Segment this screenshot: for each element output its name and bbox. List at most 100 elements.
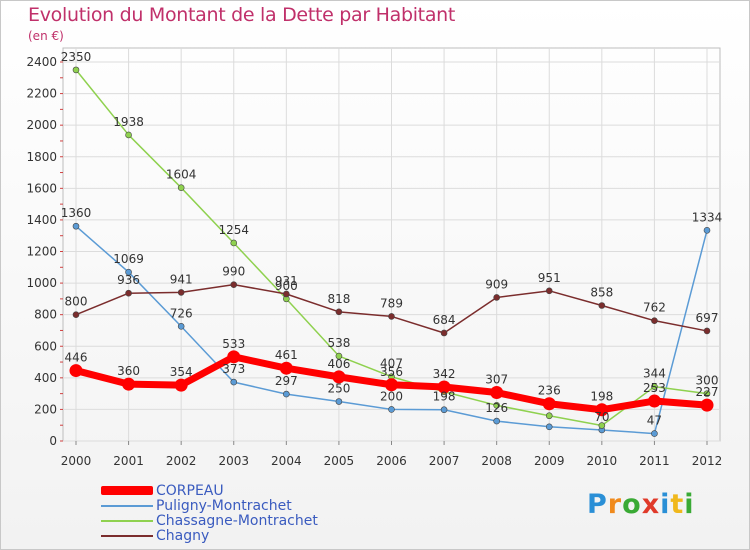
- data-point: [598, 422, 606, 429]
- data-point: [703, 390, 711, 397]
- data-label: 407: [380, 357, 403, 371]
- y-tick-label: 1400: [26, 213, 57, 227]
- data-point: [700, 398, 714, 412]
- data-label: 800: [65, 295, 88, 309]
- data-point: [177, 323, 185, 330]
- data-label: 726: [170, 306, 193, 320]
- y-tick-label: 1000: [26, 276, 57, 290]
- data-point: [388, 406, 395, 413]
- data-label: 342: [433, 367, 456, 381]
- data-point: [125, 131, 132, 139]
- data-point: [598, 302, 606, 309]
- legend-swatch-corpeau: [101, 486, 153, 495]
- legend-label-chagny: Chagny: [156, 528, 210, 544]
- data-label: 297: [275, 374, 298, 388]
- data-point: [230, 239, 238, 247]
- y-tick-label: 600: [34, 339, 57, 353]
- data-point: [545, 412, 553, 420]
- data-label: 126: [485, 401, 508, 415]
- data-point: [332, 370, 346, 384]
- x-tick-label: 2004: [271, 454, 302, 468]
- data-point: [125, 289, 132, 297]
- data-point: [493, 294, 500, 301]
- data-point: [385, 378, 398, 392]
- proxiti-logo: Proxiti: [587, 489, 695, 520]
- data-label: 1360: [61, 206, 92, 220]
- y-tick-label: 800: [34, 308, 57, 322]
- data-label: 300: [696, 374, 719, 388]
- data-label: 990: [222, 265, 245, 279]
- data-point: [595, 403, 609, 417]
- data-label: 684: [433, 313, 456, 327]
- legend-label-puligny: Puligny-Montrachet: [156, 498, 292, 514]
- data-label: 900: [275, 279, 298, 293]
- data-point: [651, 317, 658, 324]
- x-tick-label: 2006: [376, 454, 407, 468]
- x-tick-label: 2002: [166, 454, 197, 468]
- data-label: 253: [643, 381, 666, 395]
- data-label: 356: [380, 365, 403, 379]
- data-point: [437, 380, 451, 394]
- data-label: 2350: [61, 50, 92, 64]
- x-tick-label: 2001: [113, 454, 144, 468]
- data-point: [493, 417, 500, 425]
- data-label: 909: [485, 277, 508, 291]
- data-point: [335, 308, 343, 316]
- data-point: [647, 394, 661, 408]
- data-point: [72, 66, 80, 74]
- data-label: 307: [485, 373, 508, 387]
- data-label: 1938: [113, 115, 144, 129]
- x-tick-label: 2007: [429, 454, 460, 468]
- data-point: [545, 287, 553, 295]
- data-label: 446: [65, 351, 88, 365]
- data-point: [440, 406, 448, 414]
- data-label: 406: [327, 357, 350, 371]
- data-label: 951: [538, 271, 561, 285]
- data-label: 198: [590, 390, 613, 404]
- data-label: 200: [380, 389, 403, 403]
- data-label: 373: [222, 362, 245, 376]
- data-label: 936: [117, 273, 140, 287]
- x-tick-label: 2008: [481, 454, 512, 468]
- logo-letter: i: [660, 489, 671, 520]
- y-tick-label: 1600: [26, 181, 57, 195]
- data-point: [651, 383, 658, 390]
- data-point: [545, 423, 553, 431]
- legend-swatch-puligny: [101, 505, 153, 507]
- data-label: 47: [647, 414, 662, 428]
- data-point: [388, 313, 395, 320]
- data-point: [651, 430, 658, 437]
- x-tick-label: 2009: [534, 454, 565, 468]
- data-point: [440, 329, 448, 337]
- data-label: 344: [643, 367, 666, 381]
- data-label: 236: [538, 384, 561, 398]
- x-tick-label: 2011: [639, 454, 670, 468]
- y-tick-label: 400: [34, 371, 57, 385]
- data-point: [490, 386, 504, 400]
- data-label: 354: [170, 365, 193, 379]
- data-label: 697: [696, 311, 719, 325]
- data-point: [335, 398, 343, 405]
- y-tick-label: 0: [49, 434, 57, 448]
- data-label: 789: [380, 296, 403, 310]
- x-tick-label: 2000: [61, 454, 92, 468]
- data-point: [335, 352, 343, 360]
- legend-label-corpeau: CORPEAU: [156, 483, 224, 499]
- data-point: [703, 327, 711, 335]
- data-point: [69, 364, 83, 378]
- data-label: 1334: [692, 210, 723, 224]
- data-point: [283, 390, 290, 398]
- y-tick-label: 2000: [26, 118, 57, 132]
- data-label: 762: [643, 301, 666, 315]
- logo-letter: t: [670, 489, 685, 520]
- data-point: [122, 377, 136, 391]
- data-label: 1604: [166, 168, 197, 182]
- y-tick-label: 1200: [26, 245, 57, 259]
- x-tick-label: 2003: [218, 454, 249, 468]
- logo-letter: P: [587, 489, 608, 520]
- x-tick-label: 2010: [587, 454, 618, 468]
- data-label: 70: [594, 410, 609, 424]
- data-label: 818: [327, 292, 350, 306]
- data-point: [177, 289, 185, 296]
